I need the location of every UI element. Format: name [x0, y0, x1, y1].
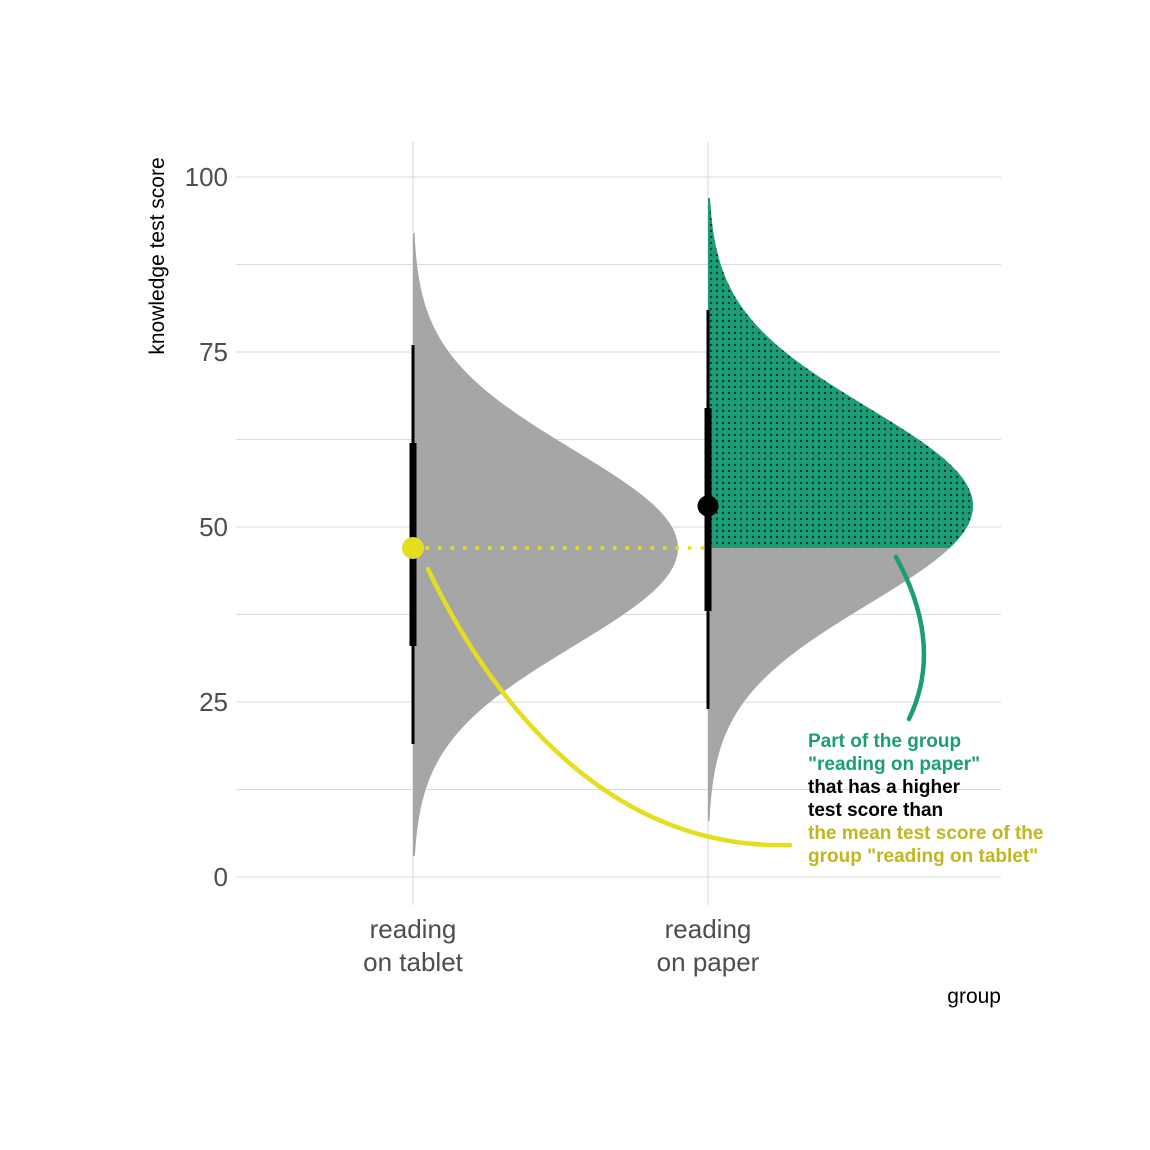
mean-point-0	[402, 537, 424, 559]
y-tick-label: 25	[199, 687, 228, 717]
y-tick-label: 0	[214, 862, 228, 892]
annotation-line: group "reading on tablet"	[808, 846, 1038, 867]
mean-point-1	[697, 495, 719, 517]
annotation-line: test score than	[808, 800, 943, 821]
density-0	[413, 233, 678, 856]
density-highlight	[708, 198, 973, 548]
annotation-curve-paper	[893, 554, 927, 722]
annotation-text: Part of the group"reading on paper"that …	[808, 731, 1043, 867]
density-layer	[413, 198, 973, 856]
x-tick-label: on tablet	[363, 947, 464, 977]
y-tick-label: 75	[199, 337, 228, 367]
y-tick-label: 100	[185, 162, 228, 192]
x-tick-label: on paper	[657, 947, 760, 977]
x-tick-label: reading	[370, 914, 457, 944]
x-axis-title: group	[947, 985, 1001, 1008]
annotation-line: that has a higher	[808, 777, 961, 798]
annotation-line: Part of the group	[808, 731, 961, 752]
y-axis-title: knowledge test score	[146, 157, 169, 354]
annotation-curves	[425, 554, 927, 848]
annotation-curve-tablet	[425, 566, 793, 848]
annotation-line: the mean test score of the	[808, 823, 1043, 844]
x-tick-label: reading	[665, 914, 752, 944]
interval-layer	[402, 310, 719, 744]
y-tick-label: 50	[199, 512, 228, 542]
annotation-line: "reading on paper"	[808, 754, 980, 775]
